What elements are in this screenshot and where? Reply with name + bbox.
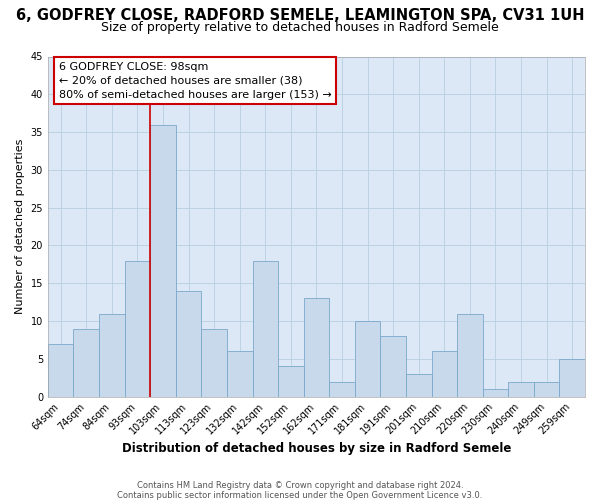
Bar (125, 260, 150, 396)
Bar (202, 328, 227, 396)
Bar (380, 336, 406, 396)
Text: Contains public sector information licensed under the Open Government Licence v3: Contains public sector information licen… (118, 491, 482, 500)
Bar (482, 389, 508, 396)
Text: Contains HM Land Registry data © Crown copyright and database right 2024.: Contains HM Land Registry data © Crown c… (137, 481, 463, 490)
Bar (355, 321, 380, 396)
Bar (176, 291, 202, 397)
Bar (559, 359, 585, 397)
Bar (329, 382, 355, 396)
Bar (99, 314, 125, 396)
Text: Size of property relative to detached houses in Radford Semele: Size of property relative to detached ho… (101, 21, 499, 34)
Bar (73, 328, 99, 396)
Text: 6 GODFREY CLOSE: 98sqm
← 20% of detached houses are smaller (38)
80% of semi-det: 6 GODFREY CLOSE: 98sqm ← 20% of detached… (59, 62, 331, 100)
Bar (406, 374, 431, 396)
Bar (150, 124, 176, 396)
Bar (431, 352, 457, 397)
Bar (304, 298, 329, 396)
X-axis label: Distribution of detached houses by size in Radford Semele: Distribution of detached houses by size … (122, 442, 511, 455)
Text: 6, GODFREY CLOSE, RADFORD SEMELE, LEAMINGTON SPA, CV31 1UH: 6, GODFREY CLOSE, RADFORD SEMELE, LEAMIN… (16, 8, 584, 22)
Bar (48, 344, 73, 397)
Bar (278, 366, 304, 396)
Y-axis label: Number of detached properties: Number of detached properties (15, 139, 25, 314)
Bar (534, 382, 559, 396)
Bar (508, 382, 534, 396)
Bar (227, 352, 253, 397)
Bar (457, 314, 482, 396)
Bar (253, 260, 278, 396)
